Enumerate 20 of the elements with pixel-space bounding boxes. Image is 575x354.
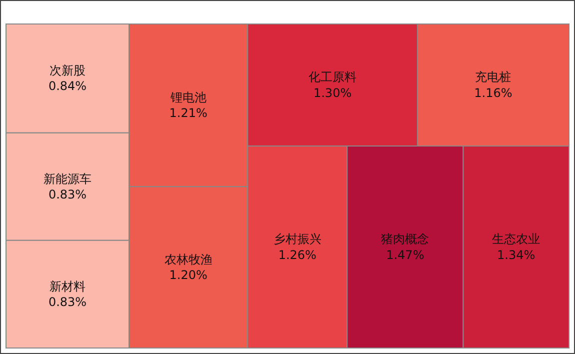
category-label: 生态农业 (492, 232, 540, 246)
category-label: 乡村振兴 (273, 232, 322, 246)
category-label: 新能源车 (44, 172, 92, 186)
data-label: 1.30% (313, 86, 352, 100)
data-label: 0.83% (48, 295, 87, 310)
data-label: 1.20% (169, 268, 208, 282)
data-label: 1.34% (497, 248, 536, 262)
category-label: 化工原料 (308, 70, 357, 84)
data-label: 1.16% (474, 86, 512, 100)
category-label: 次新股 (50, 64, 86, 78)
data-label: 1.26% (278, 248, 316, 262)
category-label: 猪肉概念 (381, 232, 430, 246)
category-label: 充电桩 (475, 70, 512, 84)
category-label: 锂电池 (169, 90, 206, 105)
category-label: 新材料 (50, 279, 86, 294)
data-label: 1.47% (386, 248, 424, 262)
data-label: 1.21% (169, 106, 208, 120)
data-label: 0.83% (48, 187, 87, 202)
category-label: 农林牧渔 (164, 252, 212, 267)
data-label: 0.84% (48, 79, 87, 94)
